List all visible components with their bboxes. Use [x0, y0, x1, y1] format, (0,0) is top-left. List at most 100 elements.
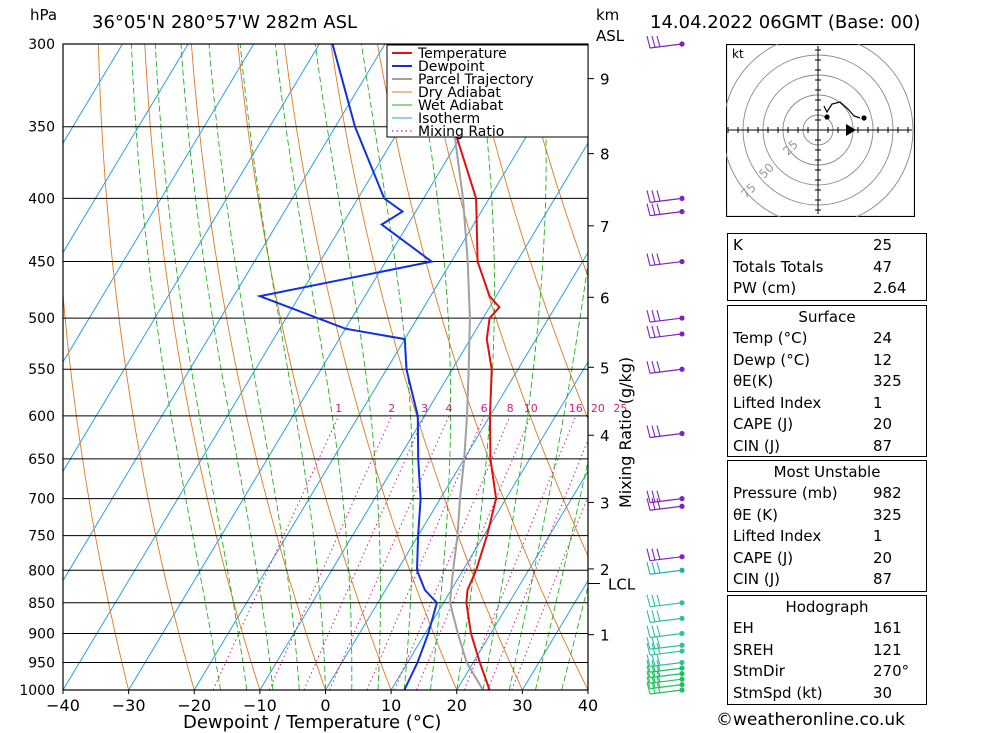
isotherm-line: [63, 44, 255, 363]
wind-barb-feather: [656, 361, 661, 373]
mixing-ratio-labels: 1 2 3 4 6 8 10 16 20 25: [335, 402, 627, 415]
dry-adiabat-line: [516, 44, 588, 278]
wind-barb-feather: [651, 253, 656, 266]
km-tick-label: 5: [600, 359, 610, 377]
wind-barb-feather: [651, 425, 656, 438]
mu-thetae-label: θE (K): [733, 505, 778, 524]
wind-barb-staff: [649, 678, 683, 684]
hodo-row: EH 161: [728, 618, 926, 640]
storm-motion-marker: [846, 124, 856, 136]
wind-barb-feather: [646, 498, 651, 511]
isotherm-line: [456, 470, 588, 690]
wind-barb-feather: [656, 654, 661, 666]
legend-dewpoint: Dewpoint: [418, 59, 485, 75]
pressure-tick-label: 900: [28, 626, 55, 642]
temperature-axis: −40 −30 −20 −10 0 10 20 30 40: [46, 690, 598, 715]
wind-barb-feather: [656, 548, 661, 560]
mixing-ratio-label: 10: [524, 402, 538, 415]
mixing-ratio-line: [268, 415, 393, 690]
hodograph-title: Hodograph: [785, 598, 869, 616]
isotherm-line: [259, 142, 588, 690]
index-table-hodograph: Hodograph EH 161 SREH 121 StmDir 270° StmSp…: [727, 595, 927, 705]
wet-adiabat-line: [274, 44, 353, 690]
wind-barb-feather: [656, 610, 661, 622]
hodograph-point: [824, 114, 830, 120]
mixing-ratio-label: 2: [388, 402, 395, 415]
surface-row: Temp (°C) 24: [728, 328, 926, 350]
wind-barb-staff: [649, 498, 683, 504]
wind-barb-staff: [649, 661, 683, 668]
pressure-tick-label: 700: [28, 492, 55, 508]
wind-barb-feather: [651, 562, 656, 574]
pressure-tick-label: 450: [28, 255, 55, 271]
wind-barb-feather: [646, 361, 651, 374]
wind-barb-staff: [649, 260, 683, 267]
mixing-ratio-label: 8: [507, 402, 514, 415]
hodograph-chart: kt 25 50 75: [726, 44, 915, 217]
dry-adiabat-line: [144, 44, 261, 690]
wind-barb-feather: [656, 309, 661, 322]
index-table-general: K 25 Totals Totals 47 PW (cm) 2.64: [727, 233, 927, 301]
mixing-ratio-label: 6: [481, 402, 488, 415]
isotherm-line: [63, 44, 189, 254]
surface-temp-value: 24: [873, 329, 893, 347]
wind-barb-staff: [649, 317, 683, 323]
km-label: km: [596, 6, 619, 24]
wind-barb-feather: [651, 361, 656, 373]
km-axis: 1 2 3 4 5 6 7 8 9 LCL: [588, 71, 636, 645]
dry-adiabat-line: [377, 44, 588, 690]
isotherm-line: [325, 251, 588, 690]
datetime-title: 14.04.2022 06GMT (Base: 00): [650, 12, 920, 33]
mu-cape-label: CAPE (J): [733, 548, 794, 567]
dewpoint-line: [256, 44, 439, 690]
wet-adiabat-line: [130, 44, 221, 690]
lcl-label: LCL: [608, 576, 636, 594]
km-tick-label: 7: [600, 218, 610, 236]
hodograph-trace: [823, 101, 861, 119]
hodograph-unit: kt: [732, 47, 744, 61]
x-tick-label: 20: [447, 696, 467, 715]
wind-barb-feather: [646, 665, 651, 678]
isotherm-line: [521, 579, 588, 690]
pressure-tick-label: 850: [28, 596, 55, 612]
pw-value: 2.64: [873, 279, 907, 298]
mu-pressure-label: Pressure (mb): [733, 484, 838, 502]
x-tick-label: −40: [46, 696, 80, 715]
eh-value: 161: [873, 619, 902, 637]
wind-barb-feather: [651, 498, 656, 510]
legend-box: [386, 44, 589, 138]
x-tick-label: 30: [512, 696, 532, 715]
surface-thetae-value: 325: [873, 372, 902, 391]
wind-barb-feather: [646, 637, 651, 650]
wind-barb-staff: [649, 505, 683, 511]
mu-row: CAPE (J) 20: [728, 548, 926, 570]
mu-cape-value: 20: [873, 548, 893, 567]
pressure-tick-label: 300: [28, 37, 55, 53]
mixing-ratio-label: 25: [613, 402, 627, 415]
wind-barb-feather: [651, 594, 656, 607]
legend: Temperature Dewpoint Parcel Trajectory D…: [386, 44, 589, 140]
mu-li-label: Lifted Index: [733, 527, 822, 546]
dry-adiabat-line: [982, 44, 1000, 690]
copyright-footer[interactable]: ©weatheronline.co.uk: [716, 710, 906, 730]
wind-barb-staff: [649, 211, 683, 217]
wind-barb-staff: [649, 333, 683, 339]
surface-dewp-label: Dewp (°C): [733, 350, 811, 369]
wind-barb-feather: [656, 253, 661, 265]
wind-barb-feather: [646, 309, 651, 323]
dry-adiabat-line: [283, 44, 458, 690]
eh-label: EH: [733, 619, 754, 637]
pressure-tick-label: 500: [28, 311, 55, 327]
km-tick-label: 9: [600, 71, 610, 89]
mu-pressure-value: 982: [873, 484, 902, 502]
x-tick-label: 0: [320, 696, 330, 715]
wind-barb-feather: [651, 654, 656, 667]
wind-barb-staff: [649, 556, 683, 562]
mu-row: θE (K) 325: [728, 505, 926, 527]
index-table-most-unstable: Most Unstable Pressure (mb) 982 θE (K) 325…: [727, 460, 927, 592]
profile-lines: [256, 44, 501, 690]
dry-adiabat-line: [190, 44, 326, 690]
mixing-ratio-axis-title: Mixing Ratio (g/kg): [616, 357, 635, 508]
k-index-value: 25: [873, 236, 893, 254]
